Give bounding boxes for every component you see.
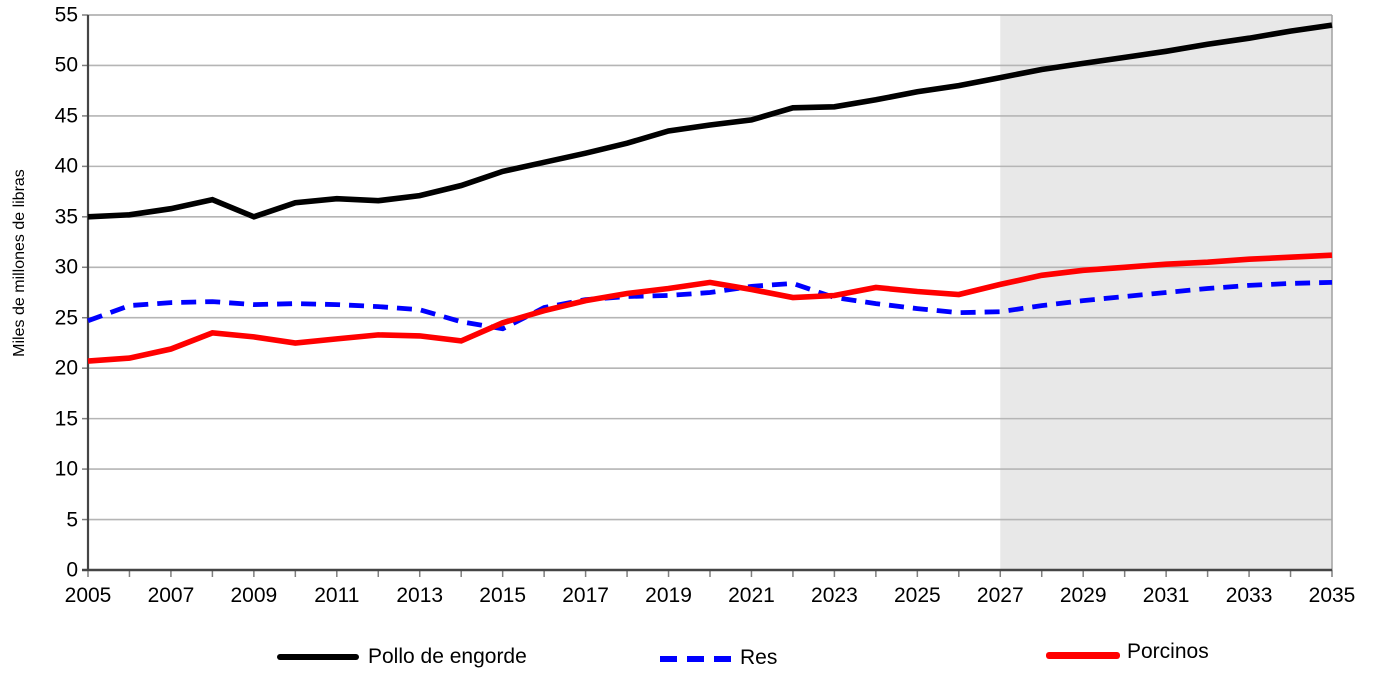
x-tick-label: 2007 [147,584,195,607]
legend-label-res: Res [740,646,778,669]
series-line-porcinos [87,252,1333,364]
y-tick-label: 55 [54,3,78,27]
x-tick-label: 2033 [1225,584,1273,607]
legend-sample-pollo-de-engorde [277,654,359,660]
y-tick-label: 20 [54,356,78,380]
x-tick-label: 2021 [728,584,775,607]
x-tick-label: 2015 [479,584,527,607]
legend-sample-res [660,656,731,662]
y-tick-label: 0 [66,558,78,582]
x-tick-label: 2005 [64,584,112,607]
legend-label-pollo-de-engorde: Pollo de engorde [368,645,527,668]
y-tick-label: 30 [54,255,78,279]
x-tick-label: 2025 [893,584,941,607]
x-tick-label: 2019 [645,584,692,607]
y-tick-label: 45 [54,104,78,128]
x-tick-label: 2035 [1308,584,1356,607]
x-tick-label: 2009 [230,584,278,607]
series-line-res [87,280,1333,332]
x-tick-label: 2029 [1059,584,1107,607]
x-tick-label: 2023 [811,584,858,607]
y-tick-label: 10 [54,457,78,481]
y-tick-label: 35 [54,205,78,229]
x-tick-label: 2031 [1142,584,1190,607]
y-tick-label: 15 [54,407,78,431]
x-tick-label: 2013 [396,584,444,607]
y-tick-label: 25 [54,306,78,330]
y-axis-title: Miles de millones de libras [11,169,28,357]
legend-sample-porcinos [1046,652,1120,659]
x-tick-label: 2027 [976,584,1024,607]
series-line-pollo-de-engorde [87,22,1333,220]
y-tick-label: 40 [54,154,78,178]
legend-label-porcinos: Porcinos [1127,640,1209,663]
x-tick-label: 2011 [314,584,360,607]
x-tick-label: 2017 [562,584,609,607]
y-tick-label: 5 [66,508,78,532]
y-tick-label: 50 [54,53,78,77]
